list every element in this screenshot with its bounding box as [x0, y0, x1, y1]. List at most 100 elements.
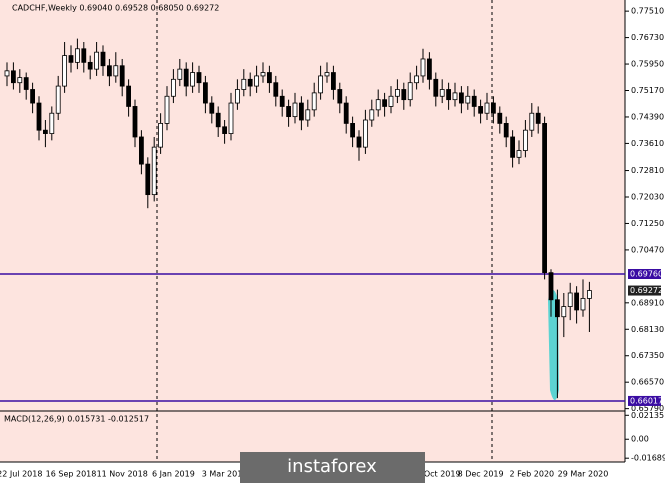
candle-body [375, 99, 381, 111]
level-label: 0.66017 [630, 396, 663, 405]
candle-body [343, 102, 349, 124]
macd-tick-label: 0.00 [631, 435, 649, 444]
x-tick-label: 16 Sep 2018 [46, 470, 97, 479]
candle-body [62, 55, 67, 87]
candle-body [113, 65, 119, 77]
candle-body [190, 72, 196, 87]
candle-body [503, 123, 509, 138]
x-tick-label: 11 Nov 2018 [97, 470, 148, 479]
candle-body [420, 58, 426, 77]
candle-body [222, 126, 228, 134]
y-tick-label: 0.68910 [631, 298, 664, 307]
candle-body [305, 109, 311, 121]
macd-label: MACD(12,26,9) 0.015731 -0.012517 [4, 415, 149, 424]
candle-body [555, 299, 560, 318]
candle-body [382, 99, 388, 107]
watermark-band [240, 452, 425, 483]
candle-body [324, 72, 330, 77]
candle-body [81, 48, 87, 63]
candle-body [4, 70, 10, 77]
candle-body [23, 77, 29, 90]
x-tick-label: Oct 2019 [424, 470, 461, 479]
y-tick-label: 0.70470 [631, 245, 664, 254]
watermark: instaforex [287, 456, 377, 477]
candle-body [126, 85, 131, 107]
candle-body [107, 65, 112, 77]
candle-body [43, 129, 48, 134]
candle-body [254, 75, 260, 87]
candle-body [145, 163, 151, 196]
candle-body [75, 48, 80, 63]
chart-title: CADCHF,Weekly 0.69040 0.69528 0.68050 0.… [12, 4, 219, 13]
candle-body [164, 95, 170, 124]
y-tick-label: 0.73610 [631, 139, 664, 148]
candle-body [49, 112, 55, 134]
candle-body [414, 75, 420, 84]
candle-body [356, 136, 362, 148]
candle-body [292, 102, 298, 118]
candle-body [151, 146, 157, 196]
macd-tick-label: -0.01689 [631, 454, 665, 463]
candle-body [330, 72, 336, 90]
candle-body [535, 112, 541, 124]
y-tick-label: 0.77510 [631, 7, 664, 16]
candle-body [580, 298, 586, 311]
candle-body [30, 89, 36, 104]
candle-body [567, 292, 573, 307]
candle-body [132, 106, 138, 138]
candle-body [87, 61, 93, 70]
candle-body [574, 292, 579, 311]
candle-body [452, 92, 458, 101]
candle-body [119, 65, 125, 87]
x-tick-label: 29 Mar 2020 [558, 470, 609, 479]
x-tick-label: 3 Mar 2019 [202, 470, 248, 479]
y-tick-label: 0.71250 [631, 219, 664, 228]
candle-body [234, 89, 240, 104]
y-tick-label: 0.76730 [631, 33, 664, 42]
candle-body [10, 70, 16, 84]
candle-body [426, 58, 432, 80]
candle-body [439, 89, 445, 97]
candle-body [542, 123, 547, 274]
candle-body [465, 95, 471, 104]
candle-body [446, 89, 452, 101]
candle-body [523, 129, 528, 151]
y-tick-label: 0.66570 [631, 378, 664, 387]
candle-body [241, 78, 247, 90]
candle-body [394, 89, 400, 97]
candle-body [196, 72, 202, 84]
candle-body [273, 82, 279, 97]
y-tick-label: 0.72810 [631, 166, 664, 175]
plot-background [0, 0, 625, 462]
y-tick-label: 0.67350 [631, 351, 664, 360]
candle-body [279, 95, 285, 107]
candle-body [68, 55, 74, 63]
candle-body [177, 68, 183, 80]
x-tick-label: 8 Dec 2019 [458, 470, 504, 479]
candle-body [260, 72, 266, 77]
candle-body [458, 92, 464, 104]
candle-body [158, 123, 164, 148]
candle-body [548, 272, 554, 301]
y-tick-label: 0.75170 [631, 86, 664, 95]
candle-body [471, 95, 477, 107]
y-tick-label: 0.65790 [631, 404, 664, 413]
candle-body [407, 82, 413, 101]
candle-body [478, 106, 484, 114]
highlight-zone [548, 290, 559, 400]
candle-body [215, 112, 221, 128]
candle-body [170, 78, 176, 97]
candle-body [388, 95, 394, 107]
y-tick-label: 0.72030 [631, 193, 664, 202]
candle-body [433, 78, 439, 97]
candle-body [561, 306, 567, 318]
candle-body [497, 112, 503, 124]
level-label: 0.69760 [630, 269, 663, 278]
candle-body [36, 102, 42, 131]
x-tick-label: 6 Jan 2019 [152, 470, 195, 479]
candle-body [209, 102, 215, 114]
candle-body [94, 51, 99, 70]
macd-tick-label: 0.02135 [631, 411, 664, 420]
candle-body [318, 75, 324, 94]
y-tick-label: 0.74390 [631, 112, 664, 121]
